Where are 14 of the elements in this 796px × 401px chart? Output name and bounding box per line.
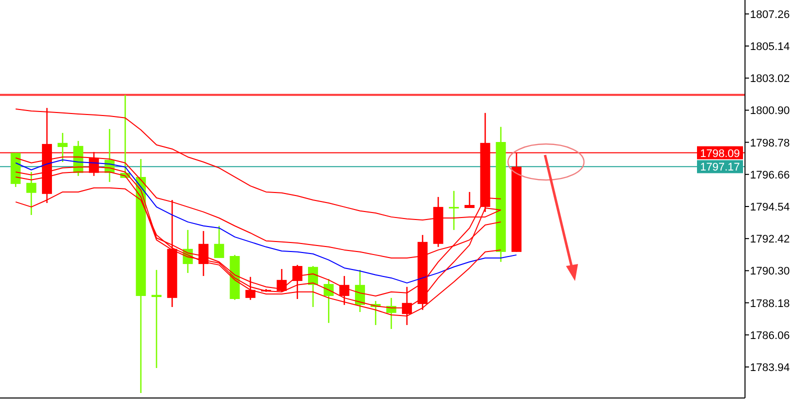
y-tick-label: 1792.42 [750,234,790,246]
ref-line-label: 1797.17 [700,162,740,174]
y-tick-label: 1788.18 [750,298,790,310]
y-tick-label: 1803.02 [750,73,790,86]
y-tick-label: 1807.26 [750,8,790,21]
y-tick-label: 1805.14 [750,41,790,54]
y-tick-label: 1796.66 [750,169,790,182]
y-tick-label: 1783.94 [750,362,790,374]
y-tick-label: 1794.54 [750,201,790,214]
y-tick-label: 1798.78 [750,137,790,150]
y-tick-label: 1800.90 [750,105,790,118]
ref-line-label: 1798.09 [700,148,740,160]
y-tick-label: 1790.30 [750,266,790,278]
y-tick-label: 1786.06 [750,330,790,342]
